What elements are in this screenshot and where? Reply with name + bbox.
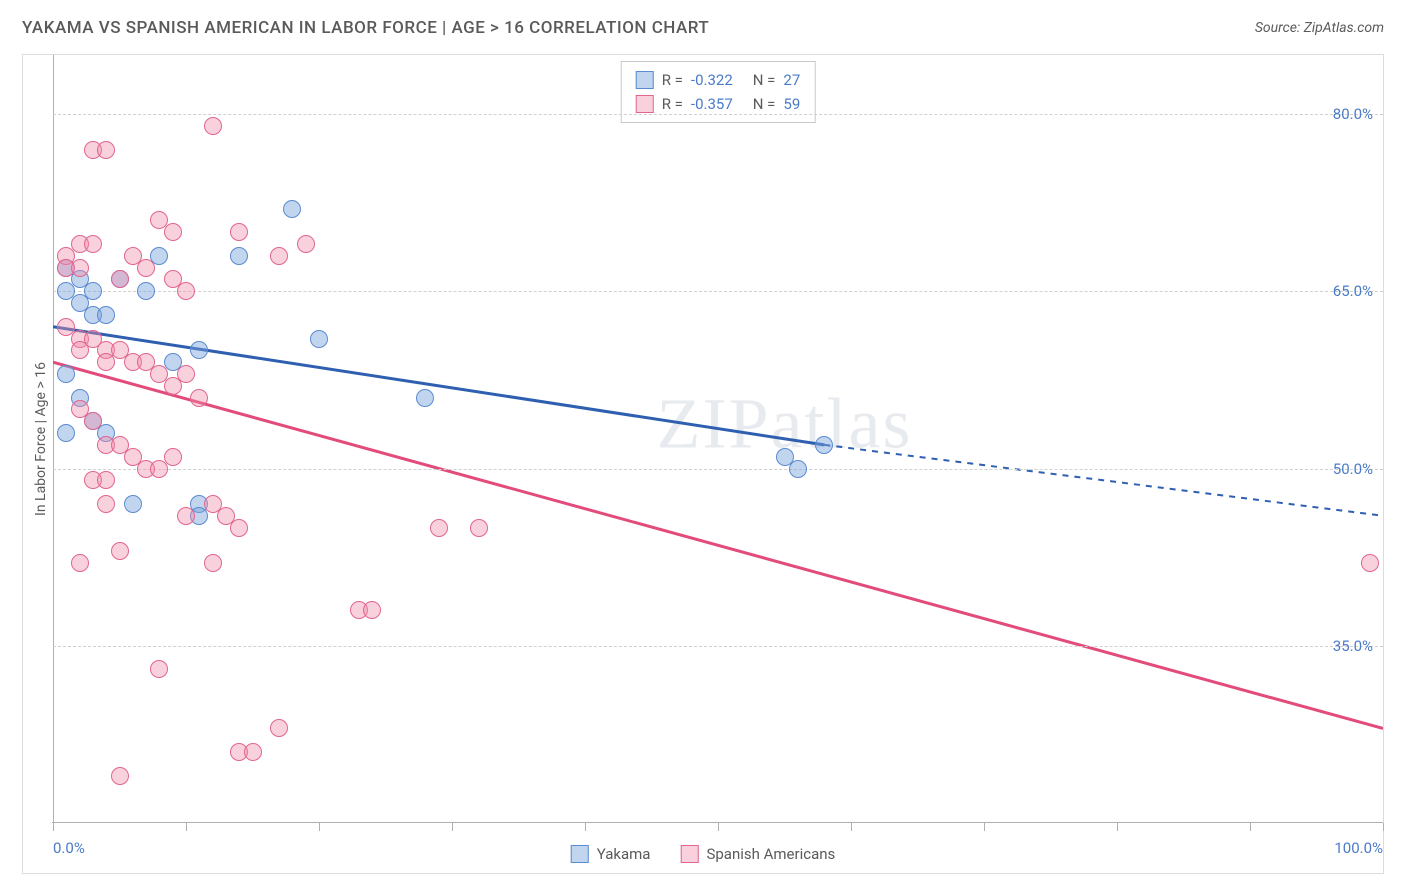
y-tick-label: 80.0% (1333, 105, 1373, 123)
data-point (84, 282, 102, 300)
x-tick (319, 823, 320, 831)
source-label: Source: ZipAtlas.com (1255, 20, 1384, 36)
data-point (190, 389, 208, 407)
legend-swatch (636, 71, 654, 89)
x-tick (452, 823, 453, 831)
gridline-h (53, 469, 1383, 470)
plot-area: In Labor Force | Age > 16 ZIPatlas R = -… (53, 55, 1383, 823)
legend-swatch (636, 95, 654, 113)
data-point (111, 767, 129, 785)
data-point (177, 282, 195, 300)
data-point (230, 247, 248, 265)
y-tick-label: 50.0% (1333, 460, 1373, 478)
x-tick-label: 100.0% (1334, 839, 1383, 857)
x-tick (1250, 823, 1251, 831)
stat-n-label: N = (753, 68, 776, 92)
y-tick-label: 35.0% (1333, 637, 1373, 655)
legend-item: Yakama (571, 845, 651, 863)
data-point (815, 436, 833, 454)
chart-title: YAKAMA VS SPANISH AMERICAN IN LABOR FORC… (22, 18, 709, 38)
stat-n-value: 27 (783, 68, 800, 92)
data-point (137, 259, 155, 277)
regression-lines (53, 55, 1383, 823)
stat-r-value: -0.322 (691, 68, 733, 92)
x-tick (718, 823, 719, 831)
data-point (164, 448, 182, 466)
data-point (244, 743, 262, 761)
data-point (124, 495, 142, 513)
data-point (150, 660, 168, 678)
data-point (270, 719, 288, 737)
data-point (470, 519, 488, 537)
data-point (137, 282, 155, 300)
legend: Yakama Spanish Americans (571, 845, 836, 863)
x-tick (1117, 823, 1118, 831)
data-point (84, 235, 102, 253)
y-tick-label: 65.0% (1333, 282, 1373, 300)
data-point (230, 223, 248, 241)
stat-r-label: R = (662, 68, 683, 92)
data-point (1361, 554, 1379, 572)
data-point (190, 341, 208, 359)
gridline-h (53, 114, 1383, 115)
data-point (310, 330, 328, 348)
y-axis-line (53, 55, 54, 831)
x-tick-label: 0.0% (53, 839, 85, 857)
data-point (97, 471, 115, 489)
gridline-h (53, 291, 1383, 292)
stat-r-label: R = (662, 92, 683, 116)
stats-row: R = -0.322 N = 27 (636, 68, 801, 92)
gridline-h (53, 646, 1383, 647)
data-point (111, 542, 129, 560)
data-point (297, 235, 315, 253)
data-point (230, 519, 248, 537)
data-point (57, 424, 75, 442)
x-tick (585, 823, 586, 831)
x-tick (186, 823, 187, 831)
data-point (204, 554, 222, 572)
data-point (204, 117, 222, 135)
data-point (97, 495, 115, 513)
x-tick (984, 823, 985, 831)
data-point (71, 554, 89, 572)
x-tick (851, 823, 852, 831)
header: YAKAMA VS SPANISH AMERICAN IN LABOR FORC… (0, 0, 1406, 48)
data-point (164, 223, 182, 241)
data-point (84, 412, 102, 430)
legend-label: Yakama (597, 845, 651, 863)
data-point (177, 507, 195, 525)
x-tick (53, 823, 54, 831)
x-tick (1383, 823, 1384, 831)
legend-item: Spanish Americans (680, 845, 835, 863)
data-point (97, 306, 115, 324)
regression-line-dashed (824, 445, 1383, 516)
data-point (789, 460, 807, 478)
data-point (71, 259, 89, 277)
stats-row: R = -0.357 N = 59 (636, 92, 801, 116)
y-axis-label: In Labor Force | Age > 16 (33, 362, 49, 516)
stat-n-value: 59 (783, 92, 800, 116)
data-point (97, 141, 115, 159)
data-point (430, 519, 448, 537)
legend-swatch (680, 845, 698, 863)
legend-label: Spanish Americans (706, 845, 835, 863)
data-point (57, 365, 75, 383)
stat-n-label: N = (753, 92, 776, 116)
data-point (177, 365, 195, 383)
stat-r-value: -0.357 (691, 92, 733, 116)
data-point (363, 601, 381, 619)
data-point (283, 200, 301, 218)
regression-line (53, 362, 1383, 728)
data-point (111, 270, 129, 288)
data-point (270, 247, 288, 265)
chart-container: In Labor Force | Age > 16 ZIPatlas R = -… (22, 54, 1384, 874)
data-point (416, 389, 434, 407)
legend-swatch (571, 845, 589, 863)
